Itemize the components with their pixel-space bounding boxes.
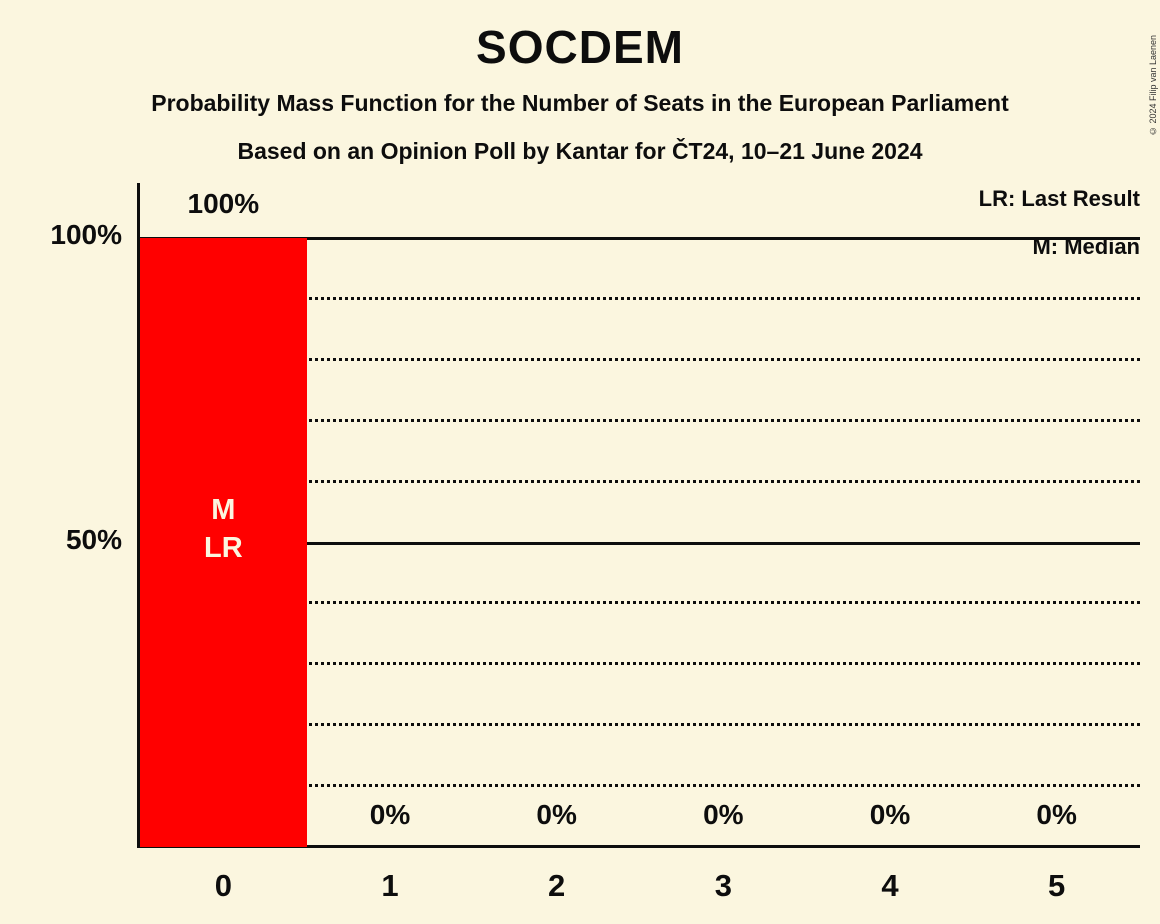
x-tick-label-3: 3	[714, 868, 732, 903]
x-tick-label-0: 0	[214, 868, 232, 903]
gridline-dotted-80	[140, 357, 1140, 361]
y-axis-line	[137, 183, 140, 848]
bar-value-label-4: 0%	[869, 799, 911, 830]
gridline-dotted-20	[140, 723, 1140, 727]
y-axis-label-50: 50%	[65, 523, 122, 555]
x-tick-label-2: 2	[548, 868, 566, 903]
bar-value-label-0: 100%	[187, 188, 260, 219]
gridline-dotted-90	[140, 296, 1140, 300]
legend-median: M: Median	[1032, 234, 1140, 259]
bar-annotation-block: M LR	[140, 491, 307, 567]
legend-last-result: LR: Last Result	[978, 186, 1140, 211]
x-tick-label-5: 5	[1048, 868, 1066, 903]
gridline-solid-100	[140, 237, 1140, 240]
bar-annotation-m: M	[211, 494, 236, 526]
bar-value-label-2: 0%	[536, 799, 577, 830]
copyright-notice: © 2024 Filip van Laenen	[1148, 34, 1158, 136]
bar-value-label-5: 0%	[1036, 799, 1077, 830]
bar-seats-0	[140, 238, 307, 847]
gridline-dotted-70	[140, 418, 1140, 422]
x-tick-label-1: 1	[381, 868, 399, 903]
bar-annotation-lr: LR	[203, 532, 243, 564]
bar-value-label-3: 0%	[703, 799, 744, 830]
bar-value-label-1: 0%	[369, 799, 411, 830]
gridline-dotted-60	[140, 479, 1140, 483]
y-axis-label-100: 100%	[50, 219, 122, 250]
x-tick-label-4: 4	[881, 868, 899, 903]
chart-subtitle-source: Based on an Opinion Poll by Kantar for Č…	[237, 138, 923, 164]
x-axis-line	[137, 845, 1140, 848]
gridline-dotted-10	[140, 784, 1140, 788]
gridline-dotted-40	[140, 601, 1140, 605]
chart-title: SOCDEM	[476, 21, 684, 73]
gridline-solid-50	[140, 541, 1140, 545]
gridline-dotted-30	[140, 662, 1140, 666]
chart-subtitle: Probability Mass Function for the Number…	[151, 90, 1009, 116]
